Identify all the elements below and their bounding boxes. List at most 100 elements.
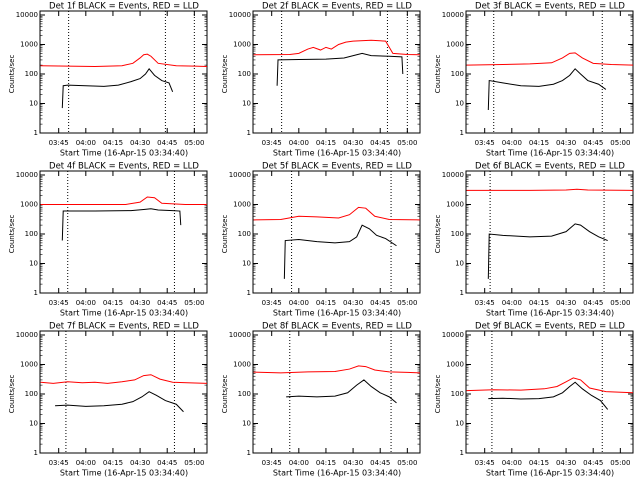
plot-frame	[252, 10, 421, 134]
y-tick-label: 1	[460, 129, 464, 137]
x-tick-label: 04:30	[343, 299, 363, 307]
x-tick-label: 05:00	[610, 459, 630, 467]
x-tick-label: 04:15	[103, 139, 123, 147]
data-line	[466, 188, 634, 191]
x-tick-label: 04:15	[529, 139, 549, 147]
y-tick-label: 10000	[442, 331, 464, 339]
x-tick-label: 03:45	[475, 299, 495, 307]
data-line	[253, 39, 421, 56]
x-tick-label: 03:45	[262, 299, 282, 307]
x-axis-label: Start Time (16-Apr-15 03:34:40)	[60, 309, 188, 318]
x-tick-label: 04:00	[502, 459, 522, 467]
x-tick-label: 04:30	[130, 299, 150, 307]
x-axis-label: Start Time (16-Apr-15 03:34:40)	[60, 469, 188, 478]
y-axis-label: Counts/sec	[8, 55, 16, 94]
y-tick-label: 100	[451, 230, 464, 238]
y-axis-label: Counts/sec	[434, 55, 442, 94]
y-tick-label: 1000	[20, 201, 38, 209]
y-tick-label: 1000	[233, 361, 251, 369]
chart-title: Det 3f BLACK = Events, RED = LLD	[475, 2, 625, 12]
plot-frame	[465, 330, 634, 454]
data-line	[466, 377, 634, 394]
data-line	[253, 365, 421, 374]
x-tick-label: 04:00	[289, 459, 309, 467]
panel: Det 4f BLACK = Events, RED = LLD Counts/s…	[8, 162, 208, 318]
y-tick-label: 10	[242, 260, 251, 268]
y-tick-label: 10000	[229, 171, 251, 179]
x-axis-label: Start Time (16-Apr-15 03:34:40)	[486, 149, 614, 158]
y-tick-label: 100	[451, 390, 464, 398]
y-tick-label: 100	[451, 70, 464, 78]
y-tick-label: 10000	[16, 171, 38, 179]
y-tick-label: 1000	[446, 361, 464, 369]
data-line	[286, 379, 397, 404]
y-tick-label: 10	[29, 100, 38, 108]
plot-frame	[465, 170, 634, 294]
y-tick-label: 10000	[442, 11, 464, 19]
x-tick-label: 04:45	[157, 459, 177, 467]
plot-frame	[252, 330, 421, 454]
x-axis-label: Start Time (16-Apr-15 03:34:40)	[486, 469, 614, 478]
x-tick-label: 03:45	[475, 139, 495, 147]
x-tick-label: 04:00	[76, 459, 96, 467]
x-tick-label: 03:45	[475, 459, 495, 467]
y-tick-label: 10000	[16, 11, 38, 19]
y-tick-label: 1	[247, 289, 251, 297]
x-tick-label: 04:00	[76, 299, 96, 307]
data-line	[55, 391, 184, 413]
data-line	[40, 196, 207, 205]
y-tick-label: 10	[455, 260, 464, 268]
x-tick-label: 04:45	[370, 299, 390, 307]
data-line	[283, 224, 397, 279]
x-tick-label: 05:00	[397, 139, 417, 147]
y-axis-label: Counts/sec	[8, 375, 16, 414]
x-tick-label: 05:00	[184, 459, 204, 467]
y-tick-label: 1000	[233, 41, 251, 49]
chart-title: Det 1f BLACK = Events, RED = LLD	[49, 2, 199, 12]
y-tick-label: 10	[455, 420, 464, 428]
y-tick-label: 10	[242, 100, 251, 108]
data-line	[487, 68, 607, 111]
x-tick-label: 03:45	[49, 459, 69, 467]
y-tick-label: 10	[242, 420, 251, 428]
x-tick-label: 04:45	[583, 299, 603, 307]
x-tick-label: 03:45	[262, 139, 282, 147]
x-tick-label: 04:30	[130, 459, 150, 467]
y-tick-label: 1000	[446, 41, 464, 49]
y-tick-label: 10000	[229, 331, 251, 339]
panel: Det 2f BLACK = Events, RED = LLD Counts/s…	[221, 2, 421, 158]
x-tick-label: 04:15	[316, 459, 336, 467]
x-tick-label: 04:45	[157, 299, 177, 307]
y-tick-label: 1000	[20, 361, 38, 369]
x-tick-label: 04:30	[556, 459, 576, 467]
y-tick-label: 1000	[20, 41, 38, 49]
plot-frame	[39, 10, 208, 134]
x-tick-label: 05:00	[397, 459, 417, 467]
x-tick-label: 04:30	[556, 139, 576, 147]
chart-title: Det 2f BLACK = Events, RED = LLD	[262, 2, 412, 12]
y-tick-label: 10	[29, 260, 38, 268]
y-tick-label: 10	[29, 420, 38, 428]
chart-title: Det 7f BLACK = Events, RED = LLD	[49, 322, 199, 332]
y-tick-label: 1	[247, 129, 251, 137]
x-axis-label: Start Time (16-Apr-15 03:34:40)	[273, 149, 401, 158]
x-tick-label: 04:45	[370, 459, 390, 467]
y-tick-label: 1	[460, 449, 464, 457]
x-tick-label: 04:45	[157, 139, 177, 147]
panel: Det 6f BLACK = Events, RED = LLD Counts/s…	[434, 162, 634, 318]
x-tick-label: 05:00	[397, 299, 417, 307]
x-tick-label: 04:00	[502, 139, 522, 147]
chart-title: Det 5f BLACK = Events, RED = LLD	[262, 162, 412, 172]
y-axis-label: Counts/sec	[221, 375, 229, 414]
x-axis-label: Start Time (16-Apr-15 03:34:40)	[273, 309, 401, 318]
y-tick-label: 1	[247, 449, 251, 457]
plot-frame	[465, 10, 634, 134]
y-axis-label: Counts/sec	[434, 375, 442, 414]
panel: Det 1f BLACK = Events, RED = LLD Counts/s…	[8, 2, 208, 158]
y-tick-label: 100	[238, 70, 251, 78]
x-axis-label: Start Time (16-Apr-15 03:34:40)	[486, 309, 614, 318]
data-line	[61, 208, 182, 241]
x-tick-label: 04:30	[556, 299, 576, 307]
x-tick-label: 04:45	[583, 139, 603, 147]
